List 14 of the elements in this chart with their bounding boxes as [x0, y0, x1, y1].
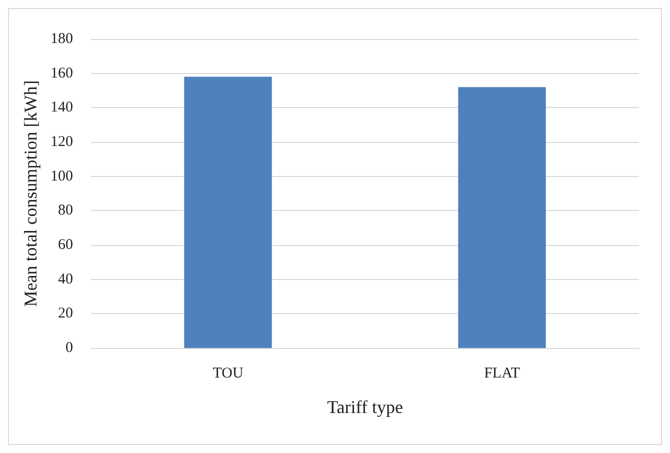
y-tick-label: 60: [58, 237, 73, 253]
y-tick-label: 20: [58, 306, 73, 322]
y-tick-label: 140: [50, 100, 73, 116]
x-tick-label: FLAT: [484, 366, 520, 382]
y-tick-label: 0: [66, 340, 73, 356]
y-tick-label: 100: [50, 168, 73, 184]
y-tick-label: 160: [50, 65, 73, 82]
y-axis-title: Mean total consumption [kWh]: [20, 80, 41, 307]
y-tick-label: 80: [58, 202, 73, 219]
y-tick-label: 40: [58, 271, 73, 288]
x-tick-label: TOU: [212, 366, 244, 382]
x-axis-title: Tariff type: [327, 397, 403, 417]
y-tick-label: 120: [50, 134, 73, 150]
y-tick-label: 180: [50, 31, 73, 47]
